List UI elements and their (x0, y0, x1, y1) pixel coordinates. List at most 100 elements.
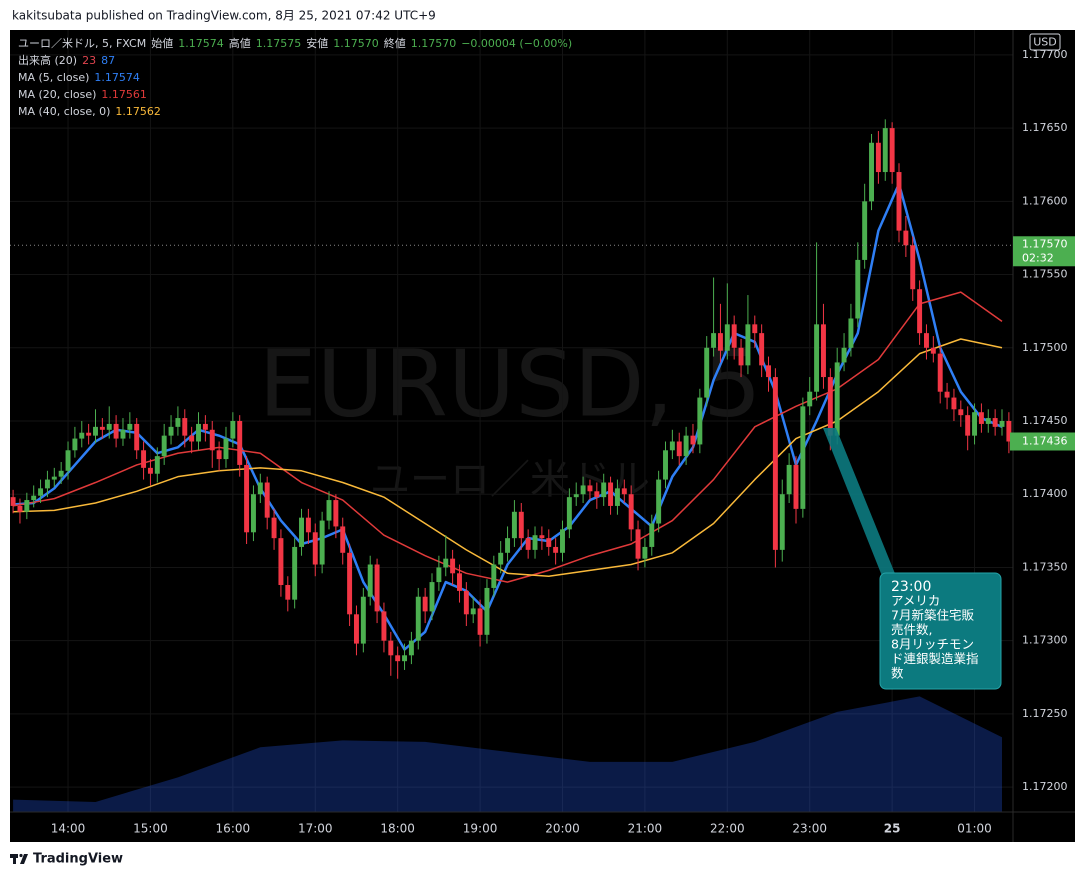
candle-body (470, 608, 476, 615)
legend-name: MA (20, close) (18, 88, 96, 101)
legend-row: 出来高 (20) 23 87 (18, 53, 115, 67)
x-tick-label: 17:00 (298, 822, 333, 836)
candle-body (175, 418, 181, 427)
candle-body (848, 318, 854, 348)
candle-body (697, 397, 703, 445)
candle-body (608, 482, 614, 506)
x-tick-label: 19:00 (463, 822, 498, 836)
publisher: kakitsubata published on TradingView.com… (12, 9, 436, 23)
candle-body (299, 517, 304, 547)
y-tick-label: 1.17400 (1022, 487, 1068, 500)
candle-body (113, 423, 119, 439)
legend-value: 1.17562 (115, 105, 161, 118)
candle-body (147, 467, 153, 474)
candle-body (360, 596, 366, 644)
x-tick-label: 25 (884, 822, 901, 836)
candle-body (628, 494, 634, 530)
candle-body (141, 450, 147, 468)
candle-body (827, 377, 833, 436)
candle-body (752, 324, 758, 334)
candle-body (669, 441, 675, 451)
y-tick-label: 1.17300 (1022, 634, 1068, 647)
candle-body (594, 491, 600, 498)
candle-body (44, 479, 50, 489)
candle-body (402, 655, 408, 662)
candle-body (923, 333, 929, 348)
candle-body (759, 333, 765, 366)
candle-body (24, 500, 30, 512)
candle-body (793, 464, 799, 509)
candle-body (436, 567, 442, 583)
legend: ユーロ／米ドル, 5, FXCM 始値 1.17574 高値 1.17575 安値 1.17… (18, 36, 572, 118)
candle-body (463, 590, 469, 615)
candle-body (903, 230, 909, 246)
candle-body (738, 347, 744, 366)
candle-body (539, 535, 545, 539)
candle-body (546, 538, 552, 547)
x-tick-label: 14:00 (51, 822, 86, 836)
candle-body (278, 538, 284, 586)
x-tick-label: 16:00 (216, 822, 251, 836)
candle-body (855, 259, 861, 319)
annotation-line: 売件数, (891, 622, 932, 637)
candle-body (573, 494, 579, 498)
candle-body (374, 564, 380, 612)
candle-body (230, 421, 236, 439)
candle-body (1006, 421, 1012, 442)
candle-body (731, 324, 737, 348)
x-tick-label: 01:00 (957, 822, 992, 836)
candle-body (381, 611, 387, 641)
candle-body (999, 421, 1005, 427)
candle-body (635, 529, 641, 559)
legend-name: 出来高 (20) (18, 53, 77, 67)
x-tick-label: 20:00 (545, 822, 580, 836)
grid (10, 30, 1013, 812)
annotation-line: アメリカ (891, 593, 940, 608)
x-tick-label: 18:00 (380, 822, 415, 836)
x-tick-label: 22:00 (710, 822, 745, 836)
candle-body (216, 450, 222, 460)
candle-body (422, 596, 428, 612)
ohlc-value: 1.17570 (411, 37, 457, 50)
candle-body (958, 409, 964, 416)
candle-body (820, 324, 826, 378)
candle-body (944, 391, 950, 398)
last-price-label: 1.17570 (1022, 237, 1068, 250)
candle-body (965, 415, 971, 436)
annotation-box (879, 572, 1002, 690)
candle-body (807, 391, 813, 407)
candle-body (189, 435, 195, 442)
candle-body (38, 488, 44, 496)
candle-body (127, 423, 133, 430)
symbol: ユーロ／米ドル, 5, FXCM (18, 37, 146, 50)
candle-body (484, 587, 490, 635)
candle-body (841, 347, 847, 363)
candle-body (745, 324, 751, 366)
candle-body (58, 470, 64, 477)
candle-body (347, 552, 353, 615)
y-tick-label: 1.17450 (1022, 414, 1068, 427)
candle-body (134, 423, 140, 451)
candle-body (930, 347, 936, 354)
candle-body (333, 500, 339, 527)
candle-body (951, 397, 957, 410)
candle-body (250, 494, 256, 533)
candle-body (683, 435, 689, 457)
candle-body (257, 482, 263, 495)
candle-body (937, 353, 943, 392)
candle-body (910, 245, 916, 290)
y-tick-label: 1.17650 (1022, 121, 1068, 134)
candle-body (202, 423, 208, 430)
annotation-line: 8月リッチモン (891, 637, 974, 652)
candle-body (79, 432, 85, 439)
y-tick-label: 1.17200 (1022, 780, 1068, 793)
candle-body (326, 500, 332, 521)
price-tag (1010, 432, 1075, 451)
candle-body (560, 529, 565, 553)
candle-body (875, 142, 881, 173)
candle-body (17, 505, 23, 512)
candle-body (525, 538, 531, 550)
